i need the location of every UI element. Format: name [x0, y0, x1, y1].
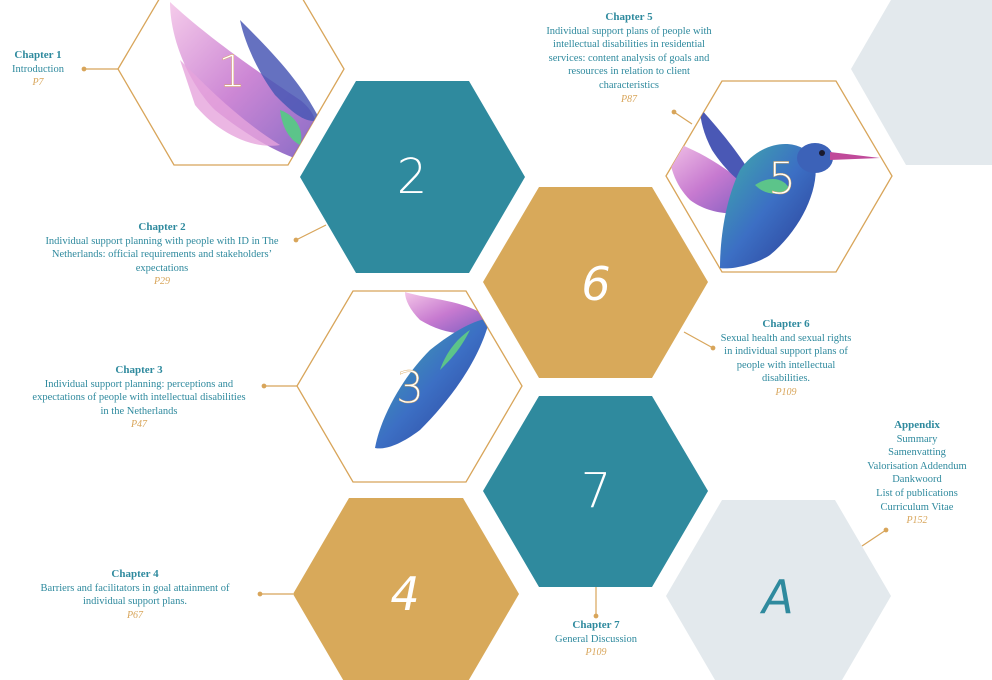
hex-number-2: 2 — [397, 149, 428, 205]
chapter-3-label[interactable]: Chapter 3 Individual support planning: p… — [30, 364, 248, 432]
hex-chapter-5[interactable]: 5 — [665, 80, 893, 273]
chapter-6-page: P109 — [775, 386, 797, 398]
hex-number-5: 5 — [768, 154, 796, 205]
appendix-item-valorisation[interactable]: Valorisation Addendum — [867, 460, 967, 472]
chapter-1-title: Chapter 1 — [14, 49, 62, 61]
chapter-5-desc: Individual support plans of people with … — [546, 25, 712, 91]
hex-letter-a: A — [759, 570, 793, 624]
hex-appendix[interactable]: A — [666, 500, 891, 680]
chapter-4-label[interactable]: Chapter 4 Barriers and facilitators in g… — [22, 568, 248, 622]
appendix-item-cv[interactable]: Curriculum Vitae — [880, 501, 954, 513]
hummingbird-wing-illustration — [170, 2, 320, 160]
chapter-2-title: Chapter 2 — [138, 221, 186, 233]
chapter-6-desc: Sexual health and sexual rights in indiv… — [720, 332, 852, 385]
chapter-4-desc: Barriers and facilitators in goal attain… — [40, 582, 230, 608]
chapter-3-title: Chapter 3 — [115, 364, 163, 376]
hummingbird-tail-illustration — [375, 292, 490, 449]
chapter-5-label[interactable]: Chapter 5 Individual support plans of pe… — [546, 11, 712, 106]
chapter-3-page: P47 — [130, 419, 148, 431]
connector-lines — [81, 66, 889, 619]
hex-number-7: 7 — [581, 463, 612, 519]
hummingbird-illustration — [668, 108, 880, 269]
chapter-4-title: Chapter 4 — [111, 568, 159, 580]
appendix-page: P152 — [906, 515, 928, 527]
appendix-label[interactable]: Appendix Summary Samenvatting Valorisati… — [850, 419, 984, 528]
hex-chapter-1[interactable]: 1 — [117, 0, 345, 166]
hex-chapter-7[interactable]: 7 — [483, 396, 708, 587]
hex-chapter-2[interactable]: 2 — [300, 81, 525, 273]
chapter-2-desc: Individual support planning with people … — [45, 235, 279, 274]
chapter-5-page: P87 — [620, 93, 638, 105]
chapter-6-title: Chapter 6 — [762, 318, 810, 330]
appendix-item-publications[interactable]: List of publications — [876, 487, 958, 499]
chapter-1-desc: Introduction — [12, 63, 64, 75]
chapter-1-page: P7 — [32, 77, 44, 89]
chapter-3-desc: Individual support planning: perceptions… — [32, 378, 246, 417]
chapter-5-title: Chapter 5 — [605, 11, 653, 23]
chapter-7-page: P109 — [585, 647, 607, 659]
hex-number-4: 4 — [390, 567, 419, 621]
chapter-7-label[interactable]: Chapter 7 General Discussion P109 — [540, 619, 652, 660]
chapter-7-title: Chapter 7 — [572, 619, 620, 631]
hex-number-3: 3 — [396, 363, 424, 414]
chapter-2-label[interactable]: Chapter 2 Individual support planning wi… — [40, 221, 284, 289]
hex-chapter-6[interactable]: 6 — [483, 187, 708, 378]
hex-chapter-3[interactable]: 3 — [296, 290, 523, 483]
appendix-title: Appendix — [894, 419, 940, 431]
chapter-6-label[interactable]: Chapter 6 Sexual health and sexual right… — [718, 318, 854, 400]
hex-number-1: 1 — [218, 47, 246, 98]
chapter-1-label[interactable]: Chapter 1 Introduction P7 — [0, 49, 76, 90]
hex-number-6: 6 — [581, 257, 610, 311]
hex-chapter-4[interactable]: 4 — [293, 498, 519, 680]
chapter-7-desc: General Discussion — [555, 633, 637, 645]
decor-hex-grey-top — [851, 0, 992, 165]
appendix-item-summary[interactable]: Summary — [896, 433, 938, 445]
chapter-2-page: P29 — [153, 276, 171, 288]
appendix-item-samenvatting[interactable]: Samenvatting — [888, 447, 946, 459]
appendix-item-dankwoord[interactable]: Dankwoord — [892, 474, 942, 486]
chapter-4-page: P67 — [126, 609, 144, 621]
